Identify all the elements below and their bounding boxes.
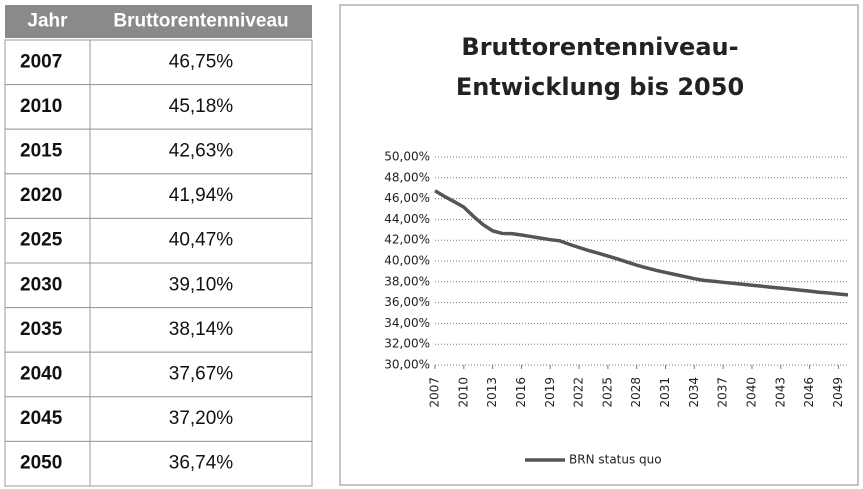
value-cell: 41,94%: [169, 185, 234, 206]
x-tick-label: 2025: [600, 377, 614, 408]
x-tick-label: 2016: [514, 377, 528, 408]
table-header: Bruttorentenniveau: [113, 11, 288, 32]
year-cell: 2040: [20, 364, 62, 385]
table-row: [4, 307, 313, 353]
value-cell: 42,63%: [169, 141, 234, 162]
x-tick-label: 2043: [773, 377, 787, 408]
year-cell: 2007: [20, 51, 62, 72]
year-cell: 2015: [20, 141, 63, 162]
x-tick-label: 2049: [831, 377, 845, 408]
table-row: [4, 128, 313, 175]
table-row: [4, 217, 313, 264]
y-tick-label: 32,00%: [384, 337, 430, 351]
value-cell: 36,74%: [169, 453, 234, 474]
year-cell: 2050: [20, 453, 62, 474]
y-tick-label: 42,00%: [384, 233, 430, 247]
table-row: [4, 262, 313, 309]
table-row: [4, 84, 313, 130]
value-cell: 40,47%: [169, 230, 234, 251]
y-tick-label: 46,00%: [384, 191, 430, 205]
x-tick-label: 2010: [456, 377, 470, 408]
value-cell: 45,18%: [169, 96, 234, 117]
table-row: [4, 351, 313, 398]
value-cell: 37,67%: [169, 364, 234, 385]
x-tick-label: 2028: [629, 377, 643, 408]
y-tick-label: 36,00%: [384, 295, 430, 309]
y-tick-label: 44,00%: [384, 212, 430, 226]
x-tick-label: 2019: [543, 377, 557, 408]
y-tick-label: 30,00%: [384, 358, 430, 372]
chart-frame: [339, 4, 859, 486]
x-tick-label: 2040: [744, 377, 758, 408]
y-tick-label: 50,00%: [384, 150, 430, 164]
y-tick-label: 40,00%: [384, 254, 430, 268]
table-row: [4, 440, 313, 487]
x-tick-label: 2007: [428, 377, 442, 408]
table-row: [4, 396, 313, 442]
table-row: [4, 173, 313, 219]
legend-label: BRN status quo: [569, 453, 662, 467]
value-cell: 37,20%: [169, 408, 234, 429]
table-header: Jahr: [27, 11, 68, 32]
year-cell: 2045: [20, 408, 63, 429]
year-cell: 2020: [20, 185, 62, 206]
x-tick-label: 2022: [572, 377, 586, 408]
value-cell: 38,14%: [169, 319, 234, 340]
x-tick-label: 2013: [485, 377, 499, 408]
year-cell: 2025: [20, 230, 63, 251]
x-tick-label: 2034: [687, 377, 701, 408]
y-tick-label: 38,00%: [384, 274, 430, 288]
year-cell: 2030: [20, 274, 62, 295]
y-tick-label: 48,00%: [384, 170, 430, 184]
value-cell: 46,75%: [169, 51, 234, 72]
chart-title: Entwicklung bis 2050: [456, 73, 744, 101]
x-tick-label: 2031: [658, 377, 672, 408]
year-cell: 2035: [20, 319, 63, 340]
value-cell: 39,10%: [169, 274, 234, 295]
chart-title: Bruttorentenniveau-: [461, 33, 738, 61]
table-row: [4, 39, 313, 86]
year-cell: 2010: [20, 96, 62, 117]
data-line: [434, 189, 849, 297]
y-tick-label: 34,00%: [384, 316, 430, 330]
x-tick-label: 2046: [802, 377, 816, 408]
table-header-bg: [5, 5, 312, 38]
x-tick-label: 2037: [716, 377, 730, 408]
